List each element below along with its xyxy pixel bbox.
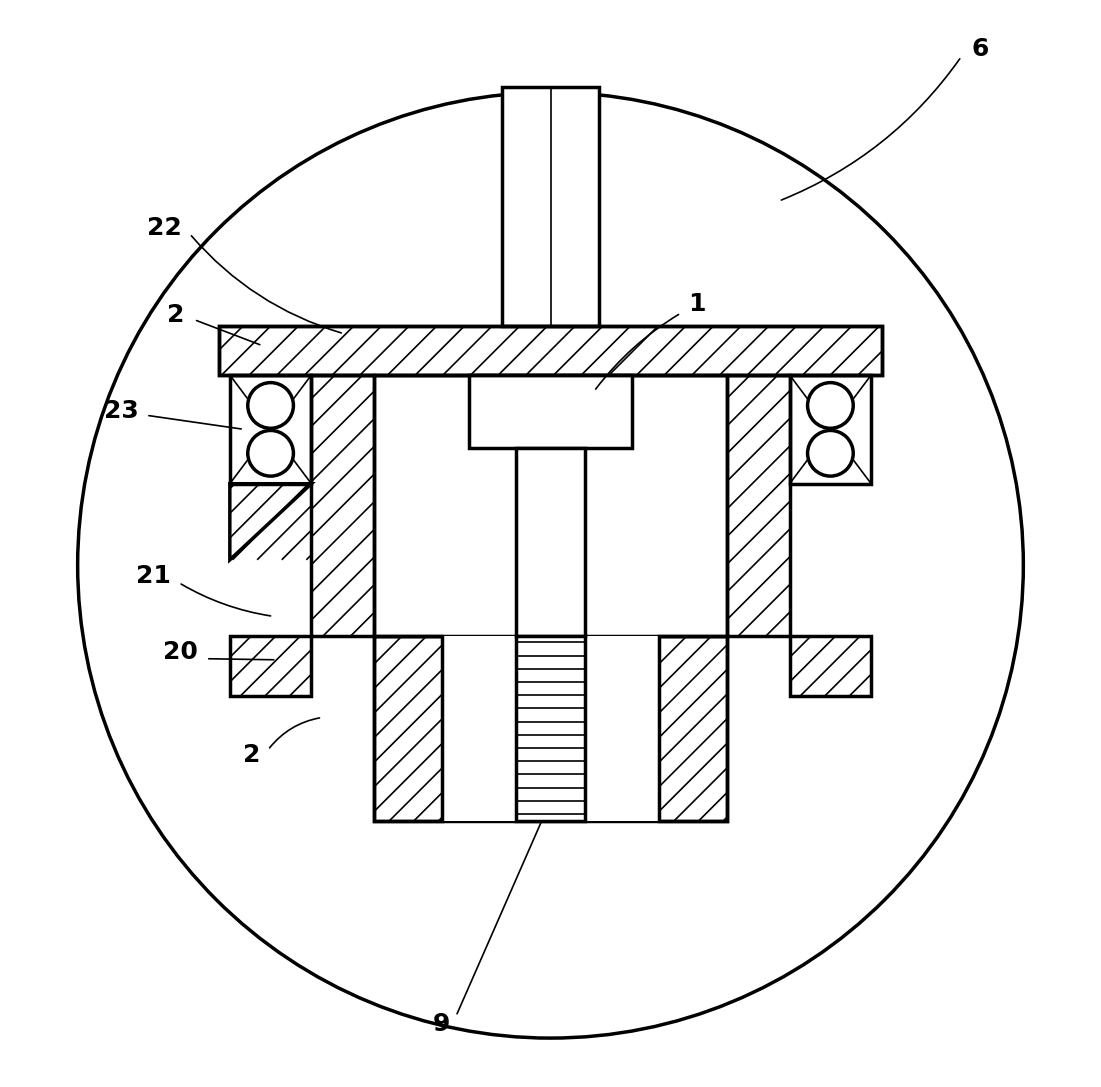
Bar <box>789 636 871 696</box>
Bar <box>219 326 882 375</box>
Bar <box>789 375 871 484</box>
Bar <box>659 636 727 821</box>
Bar <box>789 375 871 484</box>
Bar <box>789 636 871 696</box>
Text: 22: 22 <box>148 216 182 240</box>
Bar <box>442 636 659 821</box>
Bar <box>727 375 789 636</box>
Bar <box>374 375 727 636</box>
Text: 6: 6 <box>971 37 989 61</box>
Bar <box>469 375 632 448</box>
Polygon shape <box>230 484 312 560</box>
Bar <box>502 87 599 326</box>
Text: 23: 23 <box>103 399 139 423</box>
Circle shape <box>807 383 853 428</box>
Bar <box>230 636 312 696</box>
Text: 2: 2 <box>243 744 260 767</box>
Bar <box>374 636 442 821</box>
Text: 2: 2 <box>166 303 184 327</box>
Bar <box>312 375 374 636</box>
Text: 20: 20 <box>163 640 198 664</box>
Bar <box>219 326 882 375</box>
Bar <box>515 636 586 821</box>
Text: 1: 1 <box>688 292 706 316</box>
Text: 21: 21 <box>137 564 171 588</box>
Bar <box>502 87 599 326</box>
Circle shape <box>248 430 294 476</box>
Bar <box>219 326 882 375</box>
Bar <box>230 375 312 484</box>
Bar <box>515 448 586 636</box>
Circle shape <box>807 430 853 476</box>
Bar <box>312 375 374 636</box>
Text: 9: 9 <box>433 1012 450 1036</box>
Bar <box>230 375 312 484</box>
Bar <box>374 636 727 821</box>
Bar <box>230 636 312 696</box>
Bar <box>727 375 789 636</box>
Circle shape <box>248 383 294 428</box>
